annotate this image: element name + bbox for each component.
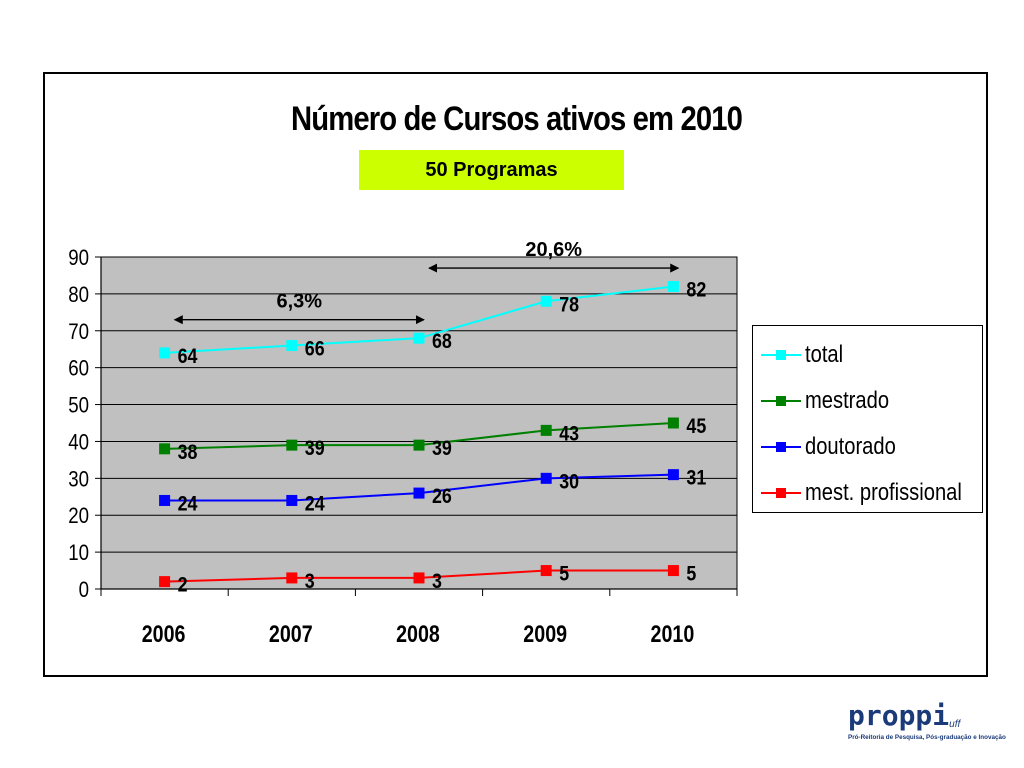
data-label: 30 [559, 470, 579, 494]
legend-item: doutorado [761, 432, 913, 462]
plot-area [100, 256, 738, 590]
data-point [286, 439, 298, 451]
data-point [667, 469, 679, 481]
annotation-label: 6,3% [277, 291, 323, 313]
data-point [667, 417, 679, 429]
legend-swatch [761, 386, 801, 416]
data-point [413, 572, 425, 584]
logo-word: proppi [848, 699, 950, 732]
data-label: 43 [559, 422, 579, 446]
x-tick-label: 2010 [651, 620, 695, 647]
data-point [286, 494, 298, 506]
legend-swatch [761, 478, 801, 508]
data-label: 26 [432, 485, 452, 509]
y-tick-label: 90 [68, 247, 89, 271]
data-label: 24 [305, 492, 325, 516]
data-label: 2 [178, 573, 188, 597]
x-tick-label: 2007 [269, 620, 313, 647]
legend-label: total [805, 341, 844, 368]
data-label: 78 [559, 293, 579, 317]
data-label: 3 [432, 570, 442, 594]
logo-suffix: uff [949, 719, 961, 730]
logo-tagline: Pró-Reitoria de Pesquisa, Pós-graduação … [848, 734, 1006, 741]
legend-swatch [761, 432, 801, 462]
data-label: 82 [686, 278, 706, 302]
data-point [159, 443, 171, 455]
data-label: 39 [305, 437, 325, 461]
data-point [667, 281, 679, 293]
data-label: 66 [305, 337, 325, 361]
data-label: 68 [432, 330, 452, 354]
data-point [413, 332, 425, 344]
data-label: 24 [178, 492, 198, 516]
legend: total mestrado doutorado mest. profissional [752, 325, 983, 513]
y-tick-label: 10 [68, 542, 89, 566]
legend-label: mest. profissional [805, 479, 962, 506]
data-label: 45 [686, 415, 706, 439]
legend-item: mestrado [761, 386, 905, 416]
data-label: 64 [178, 345, 198, 369]
data-point [413, 487, 425, 499]
chart-title: Número de Cursos ativos em 2010 [290, 100, 743, 138]
data-point [159, 494, 171, 506]
data-point [159, 347, 171, 359]
y-tick-label: 0 [79, 579, 89, 603]
legend-item: total [761, 340, 850, 370]
data-label: 3 [305, 570, 315, 594]
legend-swatch [761, 340, 801, 370]
y-tick-label: 80 [68, 284, 89, 308]
y-tick-label: 50 [68, 394, 89, 418]
data-point [413, 439, 425, 451]
y-tick-label: 70 [68, 320, 89, 344]
legend-label: doutorado [805, 433, 896, 460]
data-label: 39 [432, 437, 452, 461]
y-tick-label: 30 [68, 468, 89, 492]
data-label: 5 [686, 562, 696, 586]
proppi-logo: proppiuff Pró-Reitoria de Pesquisa, Pós-… [848, 699, 1006, 744]
legend-item: mest. profissional [761, 478, 992, 508]
data-point [286, 340, 298, 352]
x-tick-label: 2009 [523, 620, 567, 647]
data-point [667, 565, 679, 577]
data-label: 38 [178, 441, 198, 465]
data-point [540, 565, 552, 577]
y-tick-label: 60 [68, 357, 89, 381]
data-label: 5 [559, 562, 569, 586]
y-tick-label: 20 [68, 505, 89, 529]
data-point [286, 572, 298, 584]
annotation-label: 20,6% [525, 239, 582, 261]
x-tick-label: 2006 [142, 620, 186, 647]
data-point [540, 472, 552, 484]
data-point [540, 295, 552, 307]
legend-label: mestrado [805, 387, 890, 414]
data-label: 31 [686, 466, 706, 490]
data-point [540, 424, 552, 436]
chart-subtitle: 50 Programas [359, 150, 624, 190]
x-tick-label: 2008 [396, 620, 440, 647]
data-point [159, 576, 171, 588]
y-tick-label: 40 [68, 431, 89, 455]
